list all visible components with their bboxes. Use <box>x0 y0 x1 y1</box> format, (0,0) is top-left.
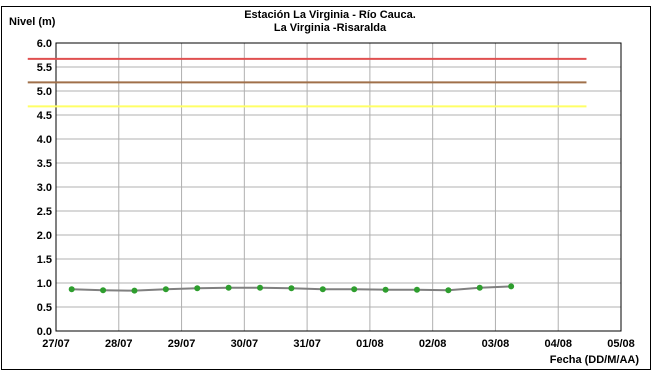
y-tick-label: 4.0 <box>37 134 52 146</box>
chart-title: Estación La Virginia - Río Cauca. <box>244 9 416 21</box>
x-axis-label: Fecha (DD/M/AA) <box>549 354 639 366</box>
data-point <box>100 287 107 294</box>
x-tick-label: 27/07 <box>42 338 70 350</box>
y-tick-label: 1.5 <box>37 254 52 266</box>
x-tick-label: 28/07 <box>105 338 133 350</box>
x-tick-label: 02/08 <box>419 338 447 350</box>
y-tick-label: 5.0 <box>37 86 52 98</box>
plot-area <box>55 42 622 332</box>
x-tick-label: 31/07 <box>293 338 321 350</box>
data-point <box>445 287 452 294</box>
y-tick-label: 6.0 <box>37 38 52 50</box>
data-point <box>131 287 138 294</box>
x-tick-label: 29/07 <box>168 338 196 350</box>
data-point <box>162 286 169 293</box>
data-point <box>288 285 295 292</box>
y-tick-label: 3.5 <box>37 158 52 170</box>
y-tick-label: 4.5 <box>37 110 52 122</box>
data-point <box>508 283 515 290</box>
x-tick-label: 05/08 <box>607 338 635 350</box>
chart-subtitle: La Virginia -Risaralda <box>273 22 387 34</box>
data-point <box>319 286 326 293</box>
y-tick-label: 3.0 <box>37 182 52 194</box>
y-tick-label: 1.0 <box>37 278 52 290</box>
data-point <box>194 285 201 292</box>
x-tick-label: 30/07 <box>231 338 259 350</box>
data-point <box>257 284 264 291</box>
y-tick-label: 5.5 <box>37 62 52 74</box>
y-tick-label: 0.0 <box>37 326 52 338</box>
data-point <box>351 286 358 293</box>
x-tick-label: 04/08 <box>544 338 572 350</box>
x-tick-label: 03/08 <box>482 338 510 350</box>
y-tick-label: 2.5 <box>37 206 52 218</box>
data-point <box>68 286 75 293</box>
data-point <box>382 286 389 293</box>
data-point <box>413 286 420 293</box>
y-tick-label: 2.0 <box>37 230 52 242</box>
y-axis-label: Nivel (m) <box>9 16 56 28</box>
y-tick-label: 0.5 <box>37 302 52 314</box>
data-point <box>476 284 483 291</box>
x-tick-label: 01/08 <box>356 338 384 350</box>
data-point <box>225 284 232 291</box>
